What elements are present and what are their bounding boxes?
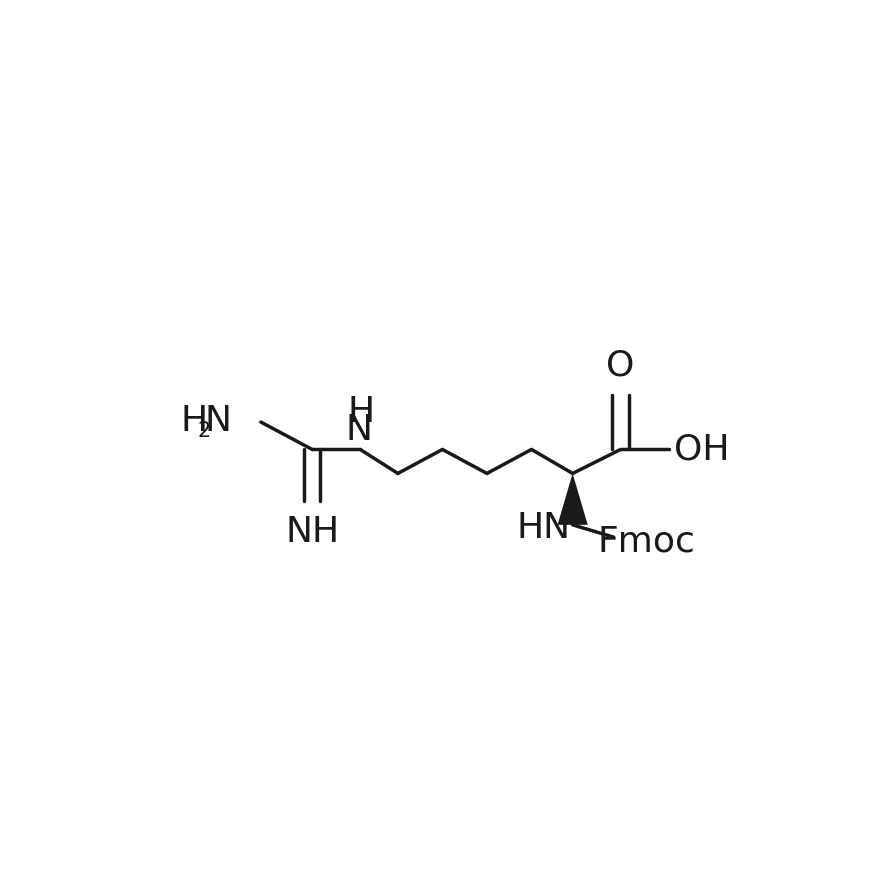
Text: Fmoc: Fmoc (598, 524, 696, 558)
Text: N: N (346, 413, 373, 448)
Text: OH: OH (674, 433, 729, 466)
Polygon shape (557, 473, 587, 525)
Text: NH: NH (285, 514, 339, 549)
Text: HN: HN (517, 511, 570, 546)
Text: H: H (181, 404, 207, 439)
Text: O: O (606, 348, 635, 382)
Text: H: H (348, 395, 375, 429)
Text: N: N (205, 404, 231, 439)
Text: 2: 2 (198, 421, 211, 441)
